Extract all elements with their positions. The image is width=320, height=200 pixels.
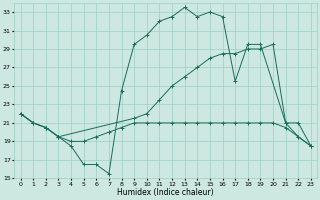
X-axis label: Humidex (Indice chaleur): Humidex (Indice chaleur) [117,188,214,197]
